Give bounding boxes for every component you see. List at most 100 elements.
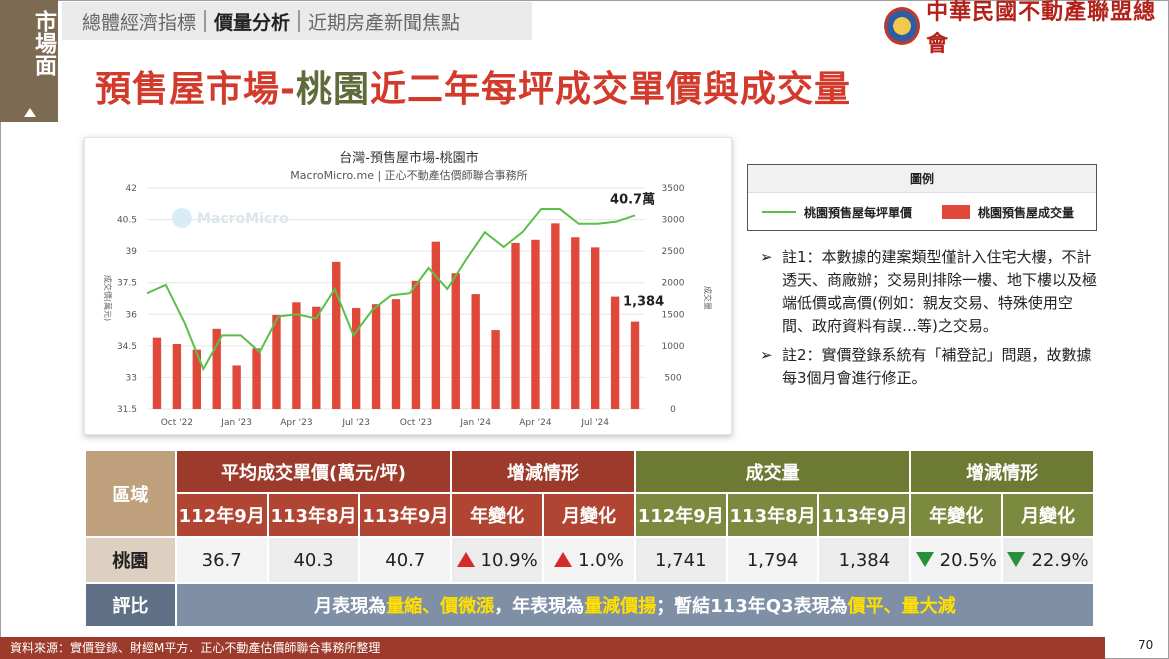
eval-segment: 月表現為	[314, 596, 387, 617]
price-yoy-value: 10.9%	[480, 549, 538, 571]
left-tick-label: 40.5	[117, 216, 137, 226]
region-header: 區域	[84, 449, 177, 538]
right-tick-label: 2000	[662, 279, 685, 289]
tab-divider	[298, 10, 301, 32]
volume-bar	[471, 294, 480, 409]
price-mom-value: 1.0%	[578, 549, 624, 571]
left-tick-label: 33	[126, 373, 137, 383]
note-item: ➢ 註2：實價登錄系統有「補登記」問題，故數據每3個月會進行修正。	[760, 344, 1100, 390]
volume-bar	[232, 365, 241, 409]
seal-icon	[884, 7, 921, 45]
volume-mom-header: 月變化	[1001, 492, 1095, 538]
section-tabs: 總體經濟指標 價量分析 近期房產新聞焦點	[62, 2, 532, 40]
volume-bar	[252, 348, 261, 409]
volume-bar	[610, 296, 620, 409]
eval-segment: ；暫結113年Q3表現為	[656, 596, 848, 617]
volume-bar	[571, 237, 580, 409]
watermark: MacroMicro	[172, 208, 289, 228]
volume-yoy-header: 年變化	[909, 492, 1004, 538]
price-cell: 36.7	[174, 536, 269, 584]
x-tick-label: Oct '22	[161, 418, 193, 428]
left-tick-label: 42	[126, 184, 137, 194]
price-cell: 40.7	[358, 536, 453, 584]
left-tick-label: 36	[126, 310, 138, 320]
up-triangle-icon	[554, 551, 573, 567]
right-tick-label: 3500	[662, 184, 685, 194]
evaluation-text: 月表現為量縮、價微漲，年表現為量減價揚；暫結113年Q3表現為價平、量大減	[174, 582, 1096, 628]
x-tick-label: Apr '24	[519, 418, 552, 428]
volume-bar	[212, 328, 221, 409]
volume-bar	[391, 299, 401, 409]
tab-price-volume[interactable]: 價量分析	[214, 11, 291, 34]
legend-bar-label: 桃園預售屋成交量	[978, 205, 1075, 220]
combo-chart: 台灣-預售屋市場-桃園市 MacroMicro.me | 正心不動產估價師聯合事…	[103, 150, 713, 428]
right-tick-label: 1000	[662, 342, 685, 352]
sidebar-label: 市場面	[31, 10, 56, 76]
annotation-latest-price: 40.7萬	[610, 191, 655, 207]
price-yoy-header: 年變化	[450, 492, 545, 538]
volume-bar	[272, 314, 281, 409]
right-tick-label: 3000	[662, 216, 685, 226]
right-tick-label: 1500	[662, 310, 685, 320]
volume-change-header: 增減情形	[909, 449, 1095, 494]
left-tick-label: 39	[126, 247, 138, 257]
eval-highlight: 量縮、價微漲	[386, 596, 495, 617]
chart-legend: 圖例 桃園預售屋每坪單價 桃園預售屋成交量	[747, 164, 1097, 231]
title-part-market: 預售屋市場-	[95, 69, 296, 110]
up-arrow-icon	[24, 108, 36, 117]
page-number: 70	[1138, 638, 1154, 652]
price-cell: 40.3	[266, 536, 361, 584]
volume-bar	[511, 242, 520, 409]
price-period-2: 113年8月	[266, 492, 361, 538]
page-title: 預售屋市場-桃園近二年每坪成交單價與成交量	[95, 60, 851, 112]
annotation-latest-volume: 1,384	[623, 295, 664, 310]
volume-bar	[152, 337, 162, 409]
sidebar-section-tag: 市場面	[0, 0, 58, 122]
note-text: 註1：本數據的建案類型僅計入住宅大樓，不計透天、商廠辦；交易則排除一樓、地下樓以…	[782, 248, 1098, 335]
right-tick-label: 2500	[662, 247, 685, 257]
note-item: ➢ 註1：本數據的建案類型僅計入住宅大樓，不計透天、商廠辦；交易則排除一樓、地下…	[760, 246, 1100, 338]
volume-mom-value: 22.9%	[1031, 549, 1089, 571]
title-part-region: 桃園	[295, 69, 370, 110]
volume-header: 成交量	[633, 449, 912, 494]
tab-divider	[204, 10, 207, 32]
volume-bar	[451, 273, 460, 409]
watermark-text: MacroMicro	[197, 211, 289, 227]
volume-bar	[531, 239, 540, 409]
x-tick-label: Oct '23	[400, 418, 432, 428]
price-yoy-cell: 10.9%	[450, 536, 545, 584]
volume-period-3: 113年9月	[817, 492, 912, 538]
x-tick-label: Jul '23	[341, 418, 370, 428]
eval-segment: ，年表現為	[494, 596, 585, 617]
volume-mom-cell: 22.9%	[1001, 536, 1095, 584]
legend-line-label: 桃園預售屋每坪單價	[804, 205, 913, 220]
right-tick-label: 0	[670, 405, 676, 415]
volume-yoy-value: 20.5%	[939, 549, 997, 571]
down-triangle-icon	[1007, 551, 1026, 567]
volume-period-2: 113年8月	[725, 492, 820, 538]
chart-title: 台灣-預售屋市場-桃園市	[339, 150, 478, 166]
right-tick-label: 500	[664, 373, 681, 383]
volume-bar	[411, 280, 421, 409]
price-header: 平均成交單價(萬元/坪)	[174, 449, 453, 494]
volume-bar	[172, 343, 182, 409]
volume-bar	[491, 330, 500, 409]
arrow-bullet-icon: ➢	[760, 248, 773, 266]
volume-bar	[371, 304, 381, 409]
price-line	[146, 208, 636, 372]
legend-line-swatch	[762, 211, 796, 213]
tab-news[interactable]: 近期房產新聞焦點	[308, 11, 461, 34]
volume-bar	[591, 247, 600, 409]
x-tick-label: Apr '23	[280, 418, 312, 428]
volume-yoy-cell: 20.5%	[909, 536, 1004, 584]
tab-macro[interactable]: 總體經濟指標	[82, 11, 197, 34]
region-cell: 桃園	[84, 536, 177, 584]
x-tick-label: Jan '23	[220, 418, 252, 428]
volume-bar	[630, 321, 640, 409]
evaluation-row: 評比 月表現為量縮、價微漲，年表現為量減價揚；暫結113年Q3表現為價平、量大減	[84, 582, 1096, 628]
volume-cell: 1,741	[633, 536, 728, 584]
volume-bar	[351, 307, 361, 409]
volume-bar	[431, 241, 441, 409]
title-part-desc: 近二年每坪成交單價與成交量	[369, 69, 851, 110]
volume-bar	[312, 306, 321, 409]
